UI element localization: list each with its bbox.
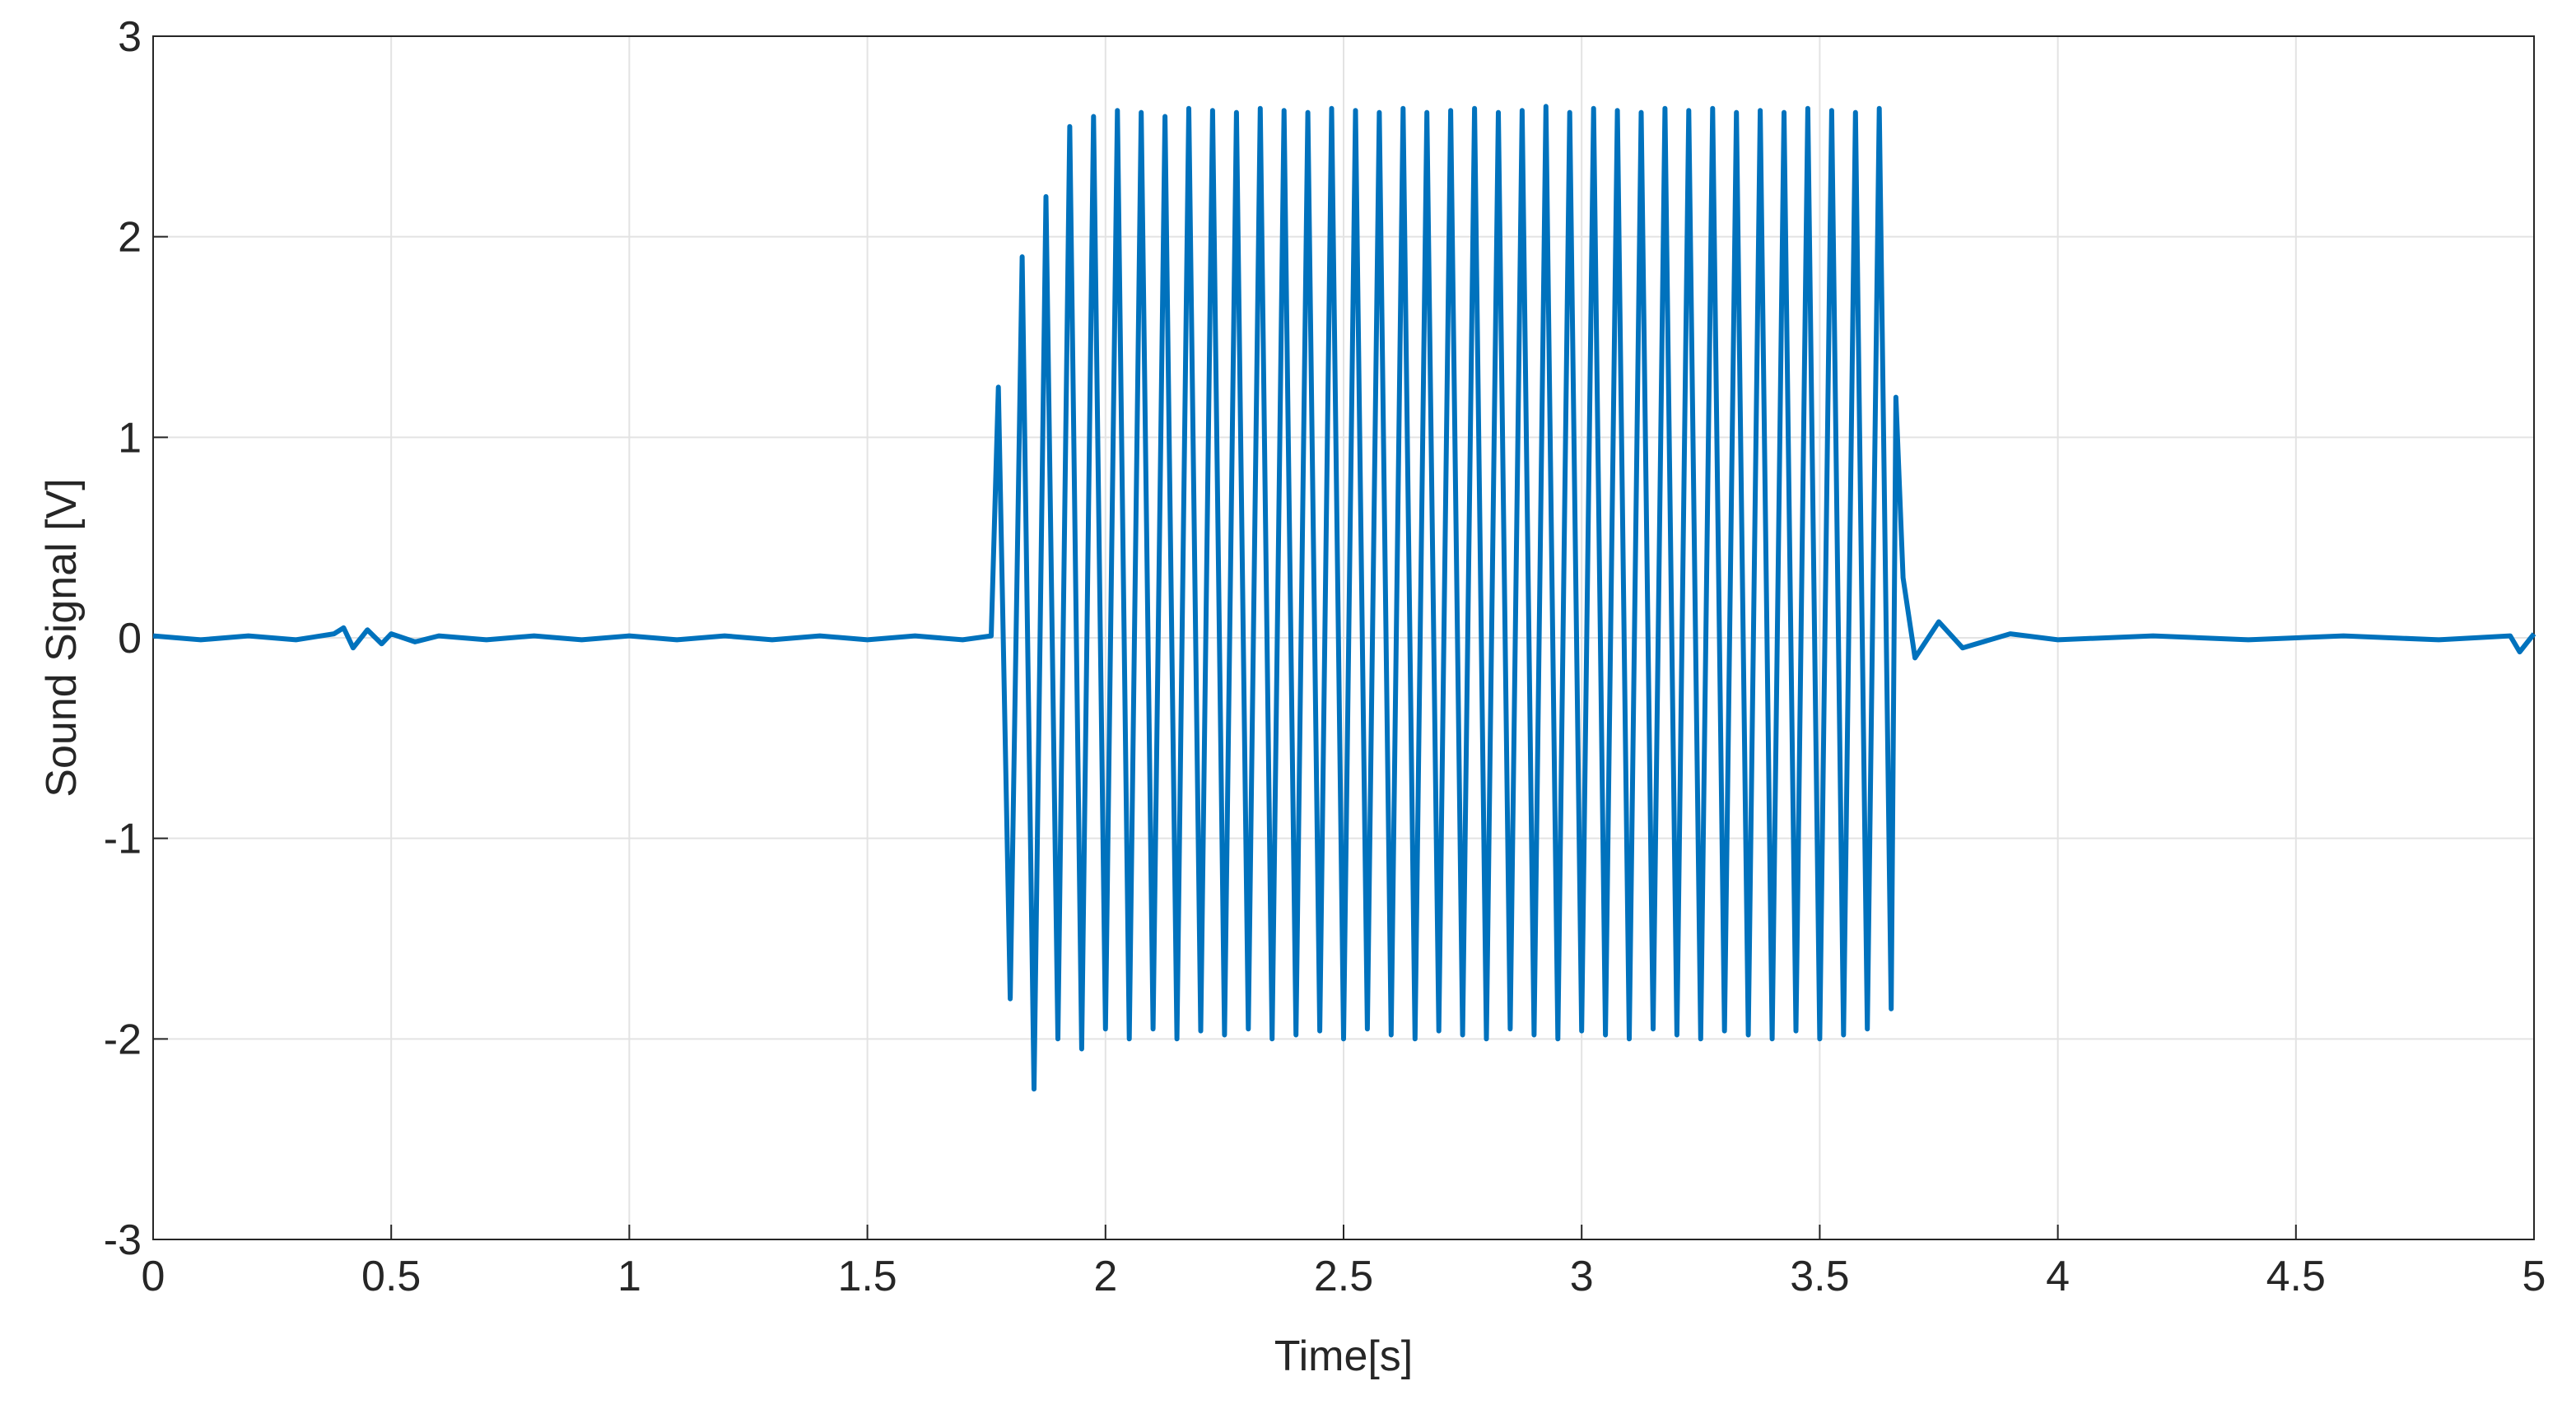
- x-tick-label: 3.5: [1790, 1253, 1849, 1300]
- y-tick-label: 2: [118, 214, 142, 262]
- x-tick-label: 1: [617, 1253, 641, 1300]
- x-axis-label: Time[s]: [1274, 1332, 1414, 1380]
- y-tick-label: 3: [118, 13, 142, 61]
- x-tick-label: 0: [142, 1253, 165, 1300]
- y-tick-label: 1: [118, 414, 142, 462]
- x-tick-label: 1.5: [837, 1253, 897, 1300]
- x-tick-label: 2: [1093, 1253, 1117, 1300]
- x-tick-label: 0.5: [361, 1253, 421, 1300]
- x-tick-label: 4.5: [2266, 1253, 2326, 1300]
- x-tick-label: 5: [2522, 1253, 2546, 1300]
- y-tick-label: -3: [104, 1216, 142, 1264]
- signal-line: [152, 104, 2536, 1092]
- x-tick-label: 3: [1570, 1253, 1594, 1300]
- x-tick-label: 2.5: [1314, 1253, 1373, 1300]
- y-tick-label: 0: [118, 615, 142, 663]
- y-tick-label: -1: [104, 816, 142, 863]
- y-tick-label: -2: [104, 1016, 142, 1063]
- y-axis-label: Sound Signal [V]: [38, 478, 86, 797]
- x-tick-label: 4: [2046, 1253, 2070, 1300]
